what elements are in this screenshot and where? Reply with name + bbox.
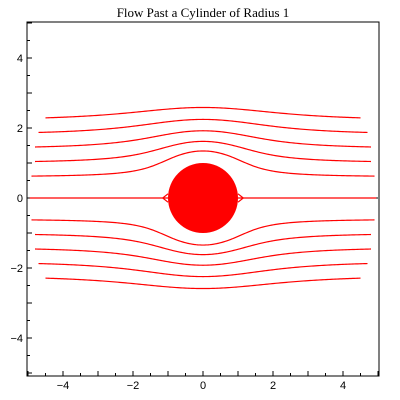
streamline-2	[38, 118, 368, 134]
x-tick-label: −2	[127, 380, 140, 392]
streamline-1	[45, 106, 361, 119]
streamline-9	[34, 248, 372, 266]
x-tick-label: 4	[340, 380, 346, 392]
x-tick-label: 2	[270, 380, 276, 392]
streamline-8	[34, 233, 372, 256]
stagnation-markers	[162, 193, 244, 203]
streamline-11	[45, 277, 361, 290]
y-tick-label: 0	[17, 193, 23, 205]
y-tick-label: −2	[10, 263, 23, 275]
x-tick-label: −4	[57, 380, 70, 392]
y-tick-label: 2	[17, 123, 23, 135]
streamlines-layer	[29, 106, 377, 290]
y-tick-label: 4	[17, 53, 23, 65]
streamline-4	[34, 140, 372, 163]
streamline-10	[38, 262, 368, 278]
streamline-5	[31, 150, 375, 177]
streamline-3	[34, 130, 372, 148]
cylinder-disk	[168, 163, 238, 233]
x-tick-label: 0	[200, 380, 206, 392]
cylinder-layer	[168, 163, 238, 233]
y-tick-label: −4	[10, 333, 23, 345]
chart-title: Flow Past a Cylinder of Radius 1	[117, 5, 290, 20]
streamline-7	[31, 219, 375, 246]
